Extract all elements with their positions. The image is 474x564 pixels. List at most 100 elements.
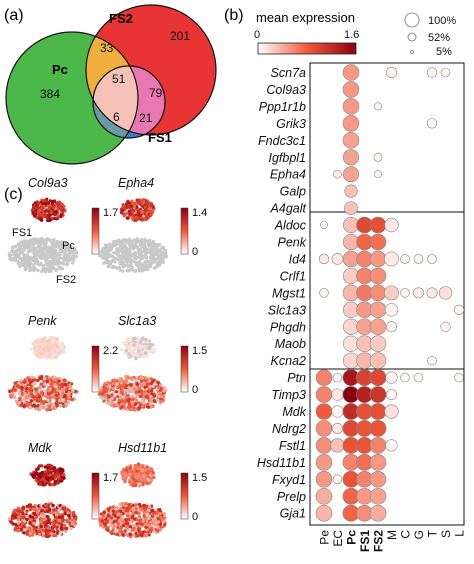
cell-point bbox=[39, 524, 43, 529]
cell-point bbox=[100, 396, 105, 401]
cell-point bbox=[133, 201, 138, 206]
cell-point bbox=[25, 246, 29, 250]
cell-point bbox=[143, 385, 147, 390]
cell-point bbox=[113, 260, 117, 264]
cell-point bbox=[42, 348, 46, 352]
column-labels: Pe EC Pc FS1 FS2 M C G T S L bbox=[318, 529, 467, 552]
cell-point bbox=[41, 337, 45, 342]
cell-point bbox=[47, 394, 51, 399]
cell-point bbox=[13, 244, 18, 249]
feature-title-hsd11b1: Hsd11b1 bbox=[118, 441, 167, 455]
cell-point bbox=[109, 259, 114, 264]
cell-point bbox=[64, 259, 69, 263]
dot-ndrg2-ec bbox=[332, 422, 343, 434]
size-legend-dot-5 bbox=[409, 50, 414, 55]
cell-point bbox=[43, 473, 47, 477]
cell-point bbox=[122, 238, 126, 242]
cell-point bbox=[143, 508, 148, 512]
cell-point bbox=[28, 268, 32, 273]
cell-point bbox=[123, 479, 127, 484]
cell-point bbox=[41, 267, 46, 271]
cell-point bbox=[127, 473, 131, 477]
dot-id4-c bbox=[400, 254, 410, 264]
cell-point bbox=[16, 529, 21, 533]
cell-point bbox=[124, 348, 129, 353]
cell-point bbox=[152, 347, 157, 351]
cell-point bbox=[147, 349, 152, 354]
cell-point bbox=[52, 466, 57, 470]
cell-point bbox=[62, 378, 66, 382]
gene-label-penk: Penk bbox=[278, 236, 307, 250]
feature-plot-slc1a3: Slc1a3 1.5 0 bbox=[98, 314, 207, 412]
cell-point bbox=[147, 387, 151, 391]
cell-point bbox=[146, 340, 150, 344]
cell-point bbox=[162, 255, 166, 259]
gene-labels: Scn7a Col9a3 Ppp1r1b Grik3 Fndc3c1 Igfbpl1 Eph… bbox=[257, 66, 307, 521]
cell-point bbox=[116, 241, 121, 245]
cell-point bbox=[39, 518, 44, 522]
venn-label-pc: Pc bbox=[52, 62, 68, 77]
dot-mgst1-fs2 bbox=[369, 284, 387, 302]
cell-point bbox=[57, 515, 62, 519]
color-legend-max: 1.6 bbox=[344, 29, 359, 41]
cell-point bbox=[41, 477, 45, 481]
cell-point bbox=[139, 474, 143, 478]
dot-aldoc-fs2 bbox=[369, 216, 387, 234]
dot-prelp-pe bbox=[315, 487, 333, 505]
cell-point bbox=[45, 408, 49, 412]
cell-point bbox=[142, 380, 146, 385]
cell-point bbox=[36, 378, 40, 383]
cell-point bbox=[57, 351, 61, 355]
dot-ndrg2-pe bbox=[315, 420, 333, 437]
cell-point bbox=[149, 394, 153, 399]
cell-point bbox=[17, 391, 22, 396]
cell-point bbox=[137, 484, 142, 488]
cell-point bbox=[121, 399, 125, 404]
cell-point bbox=[116, 238, 121, 242]
cell-point bbox=[49, 477, 53, 481]
cell-point bbox=[7, 516, 12, 521]
cell-point bbox=[130, 400, 135, 405]
cell-point bbox=[45, 216, 50, 221]
cell-point bbox=[67, 513, 71, 518]
cell-point bbox=[59, 479, 63, 483]
cell-point bbox=[123, 476, 128, 480]
cell-point bbox=[59, 214, 63, 219]
cell-point bbox=[60, 398, 65, 403]
cell-point bbox=[124, 525, 129, 529]
cell-point bbox=[71, 513, 76, 517]
cell-point bbox=[141, 530, 145, 534]
cell-point bbox=[127, 249, 132, 254]
column-label-s: S bbox=[439, 530, 453, 538]
cell-point bbox=[152, 475, 156, 480]
cell-point bbox=[116, 525, 120, 530]
cell-point bbox=[49, 250, 53, 254]
dot-prelp-fs2 bbox=[369, 487, 387, 505]
cell-point bbox=[54, 472, 58, 477]
cell-point bbox=[9, 258, 14, 262]
dot-scn7a-pc bbox=[342, 64, 360, 81]
cell-point bbox=[38, 342, 42, 346]
cell-point bbox=[129, 242, 134, 247]
feature-title-epha4: Epha4 bbox=[118, 176, 154, 190]
cell-point bbox=[147, 209, 151, 213]
cell-point bbox=[60, 346, 64, 350]
cell-point bbox=[118, 393, 122, 398]
cell-point bbox=[34, 349, 38, 353]
cell-point bbox=[47, 342, 51, 346]
gene-label-aldoc: Aldoc bbox=[274, 219, 307, 233]
cell-point bbox=[110, 403, 114, 408]
cell-point bbox=[138, 346, 143, 350]
gene-label-gja1: Gja1 bbox=[280, 507, 306, 521]
cell-point bbox=[44, 202, 48, 206]
column-label-g: G bbox=[412, 530, 426, 539]
cell-point bbox=[51, 386, 55, 390]
cell-point bbox=[44, 250, 49, 255]
cell-point bbox=[42, 528, 46, 533]
cell-point bbox=[132, 517, 137, 521]
cell-point bbox=[50, 528, 55, 532]
cell-point bbox=[32, 524, 36, 529]
cell-point bbox=[56, 214, 60, 218]
cell-point bbox=[25, 514, 29, 519]
dot-scn7a-s bbox=[440, 67, 451, 78]
